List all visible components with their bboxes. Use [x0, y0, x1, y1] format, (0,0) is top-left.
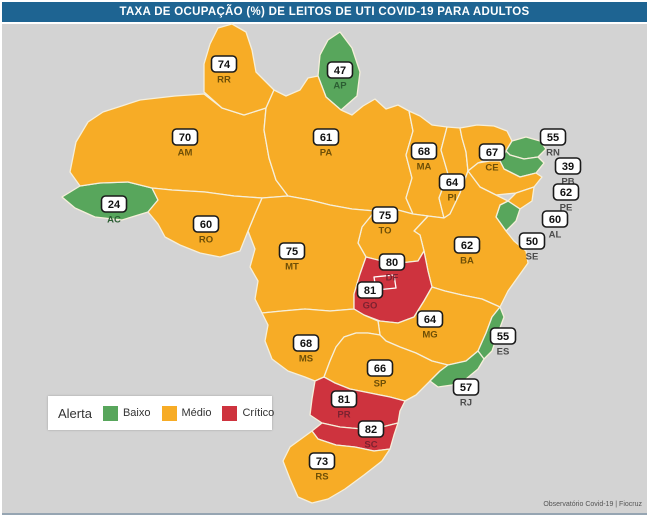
legend-swatch-medio — [161, 405, 177, 421]
attribution-text: Observatório Covid-19 | Fiocruz — [543, 501, 642, 508]
legend-label-baixo: Baixo — [122, 407, 151, 419]
title-bar: TAXA DE OCUPAÇÃO (%) DE LEITOS DE UTI CO… — [2, 2, 647, 22]
legend-item-critico: Crítico — [222, 405, 275, 421]
legend-label-medio: Médio — [181, 407, 212, 419]
legend: Alerta Baixo Médio Crítico — [48, 396, 275, 430]
page-title: TAXA DE OCUPAÇÃO (%) DE LEITOS DE UTI CO… — [119, 6, 530, 18]
legend-item-baixo: Baixo — [102, 405, 151, 421]
legend-swatch-critico — [222, 405, 238, 421]
legend-swatch-baixo — [102, 405, 118, 421]
map-canvas — [2, 24, 647, 515]
legend-title: Alerta — [58, 405, 92, 421]
legend-item-medio: Médio — [161, 405, 212, 421]
legend-items: Baixo Médio Crítico — [102, 405, 275, 421]
legend-label-critico: Crítico — [242, 407, 275, 419]
